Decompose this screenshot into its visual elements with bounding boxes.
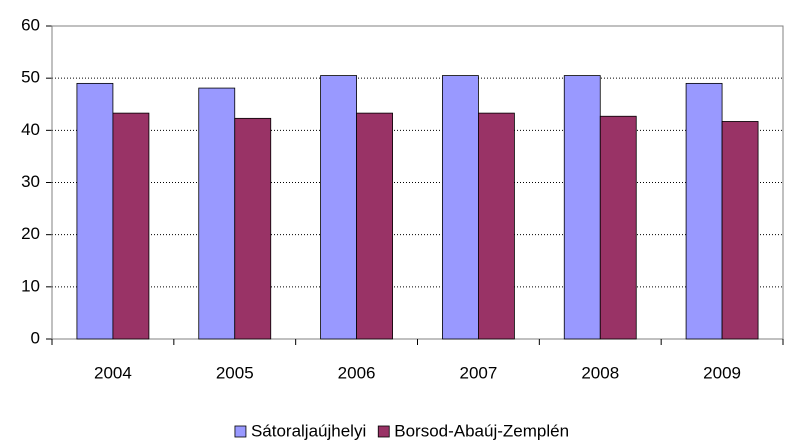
legend-swatch bbox=[377, 425, 390, 438]
bar bbox=[234, 117, 272, 340]
legend-label: Sátoraljaújhelyi bbox=[251, 421, 366, 440]
bar bbox=[685, 82, 723, 340]
x-tick-label: 2004 bbox=[94, 363, 132, 382]
bar bbox=[356, 112, 393, 340]
x-tick-label: 2005 bbox=[216, 363, 254, 382]
y-tick-label: 60 bbox=[21, 15, 40, 34]
bar bbox=[76, 82, 114, 340]
y-tick-label: 0 bbox=[31, 328, 40, 347]
y-tick-label: 40 bbox=[21, 120, 40, 139]
legend-label: Borsod-Abaúj-Zemplén bbox=[394, 421, 569, 440]
y-tick-label: 50 bbox=[21, 68, 40, 87]
bar bbox=[563, 75, 601, 340]
bar bbox=[112, 112, 150, 340]
bar bbox=[721, 121, 759, 340]
y-tick-label: 30 bbox=[21, 172, 40, 191]
bar bbox=[478, 112, 515, 340]
bar bbox=[320, 75, 357, 340]
x-tick-label: 2007 bbox=[460, 363, 498, 382]
legend-swatch bbox=[234, 425, 247, 438]
bar bbox=[198, 87, 236, 340]
bar bbox=[599, 115, 637, 340]
x-tick-label: 2008 bbox=[581, 363, 619, 382]
x-tick-label: 2009 bbox=[703, 363, 741, 382]
y-tick-label: 20 bbox=[21, 224, 40, 243]
y-tick-label: 10 bbox=[21, 276, 40, 295]
x-tick-label: 2006 bbox=[338, 363, 376, 382]
bar bbox=[442, 75, 479, 340]
